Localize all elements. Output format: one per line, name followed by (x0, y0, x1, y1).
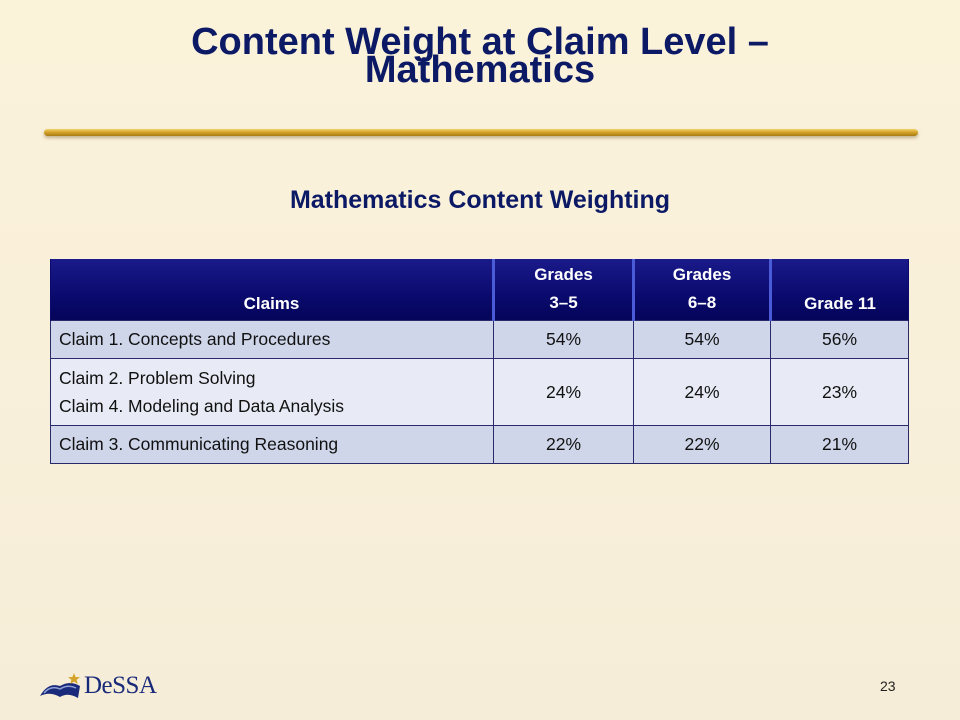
grades-6-8-cell: 22% (633, 425, 771, 464)
header-grades-3-5: Grades 3–5 (493, 259, 635, 321)
grade-11-cell: 56% (770, 320, 909, 359)
logo-text: DeSSA (84, 672, 157, 699)
dessa-logo: DeSSA (38, 670, 168, 704)
header-grades-6-8: Grades 6–8 (633, 259, 772, 321)
claim-line2: Claim 4. Modeling and Data Analysis (59, 396, 345, 416)
claim-cell: Claim 2. Problem Solving Claim 4. Modeli… (50, 358, 494, 426)
header-grades-3-5-line1: Grades (534, 265, 593, 284)
slide-title: Content Weight at Claim Level – Mathemat… (60, 21, 900, 91)
grades-3-5-cell: 22% (493, 425, 634, 464)
grades-3-5-cell: 54% (493, 320, 634, 359)
grade-11-cell: 21% (770, 425, 909, 464)
grades-3-5-cell: 24% (493, 358, 634, 426)
table-row: Claim 3. Communicating Reasoning 22% 22%… (50, 425, 909, 464)
grades-6-8-cell: 24% (633, 358, 771, 426)
header-grades-6-8-line1: Grades (672, 265, 732, 284)
header-grades-6-8-line2: 6–8 (687, 293, 717, 312)
header-claims: Claims (50, 259, 495, 321)
table-row: Claim 1. Concepts and Procedures 54% 54%… (50, 320, 909, 359)
page-number: 23 (880, 678, 896, 694)
slide-title-line1: Content Weight at Claim Level – (191, 21, 769, 63)
claim-cell: Claim 3. Communicating Reasoning (50, 425, 494, 464)
table-row: Claim 2. Problem Solving Claim 4. Modeli… (50, 358, 909, 426)
claim-line1: Claim 2. Problem Solving (59, 368, 256, 388)
header-grade-11: Grade 11 (770, 259, 909, 321)
table-header-row: Claims Grades 3–5 Grades 6–8 Grade 11 (50, 259, 909, 321)
header-grades-3-5-line2: 3–5 (549, 293, 578, 312)
slide-title-line2: Mathematics (364, 49, 596, 91)
section-heading: Mathematics Content Weighting (289, 186, 671, 214)
title-underline-rule (44, 129, 918, 136)
dessa-book-star-logo-icon (40, 673, 80, 698)
grade-11-cell: 23% (770, 358, 909, 426)
claim-cell: Claim 1. Concepts and Procedures (50, 320, 494, 359)
grades-6-8-cell: 54% (633, 320, 771, 359)
content-weighting-table: Claims Grades 3–5 Grades 6–8 Grade 11 Cl… (50, 259, 909, 464)
